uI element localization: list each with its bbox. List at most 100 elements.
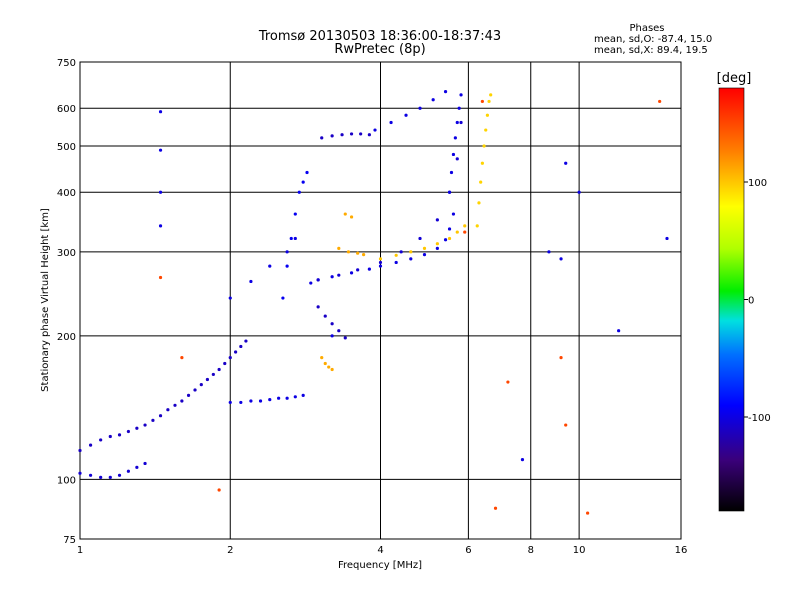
data-point xyxy=(362,252,366,257)
x-axis-label: Frequency [MHz] xyxy=(338,560,422,571)
data-point xyxy=(330,134,334,138)
data-point xyxy=(316,305,320,309)
data-point xyxy=(349,271,354,275)
data-point xyxy=(143,461,147,466)
scatter-points xyxy=(78,90,669,515)
data-point xyxy=(330,367,334,372)
y-tick-label: 750 xyxy=(57,58,76,69)
data-point xyxy=(378,260,383,265)
data-point xyxy=(485,113,490,117)
data-point xyxy=(117,433,122,437)
data-point xyxy=(658,99,662,104)
data-point xyxy=(394,253,398,257)
data-point xyxy=(158,275,163,280)
y-tick-label: 600 xyxy=(57,104,76,115)
data-point xyxy=(343,336,347,340)
colorbar-ticks: -100 0 100 xyxy=(744,178,771,424)
data-point xyxy=(301,180,305,184)
data-point xyxy=(239,344,243,349)
data-point xyxy=(564,423,568,427)
data-point xyxy=(277,396,281,400)
data-point xyxy=(285,396,289,400)
x-tick-label: 4 xyxy=(377,545,383,556)
data-point xyxy=(330,275,334,279)
data-point xyxy=(337,329,341,333)
data-point xyxy=(268,397,272,402)
data-point xyxy=(228,356,232,360)
data-point xyxy=(359,132,363,136)
data-point xyxy=(459,120,463,125)
colorbar xyxy=(718,87,745,512)
data-point xyxy=(268,264,272,268)
data-point xyxy=(193,388,197,392)
data-point xyxy=(301,393,305,398)
data-point xyxy=(367,267,371,271)
data-point xyxy=(443,238,448,242)
data-point xyxy=(320,356,324,360)
data-point xyxy=(180,356,184,360)
x-tick-label: 2 xyxy=(227,545,233,556)
y-tick-label: 300 xyxy=(57,248,76,259)
data-point xyxy=(559,356,563,360)
data-point xyxy=(88,473,93,477)
data-point xyxy=(223,361,227,366)
data-point xyxy=(99,475,103,479)
colorbar-tick-label: -100 xyxy=(748,413,771,424)
colorbar-tick-label: 100 xyxy=(748,178,767,189)
data-point xyxy=(249,279,253,284)
data-point xyxy=(373,128,377,132)
data-point xyxy=(475,224,479,228)
data-point xyxy=(378,257,383,261)
data-point xyxy=(88,443,93,447)
data-point xyxy=(409,250,413,254)
data-point xyxy=(173,403,177,407)
data-point xyxy=(135,465,139,469)
data-point xyxy=(367,133,371,137)
data-point xyxy=(108,475,112,479)
data-point xyxy=(211,372,215,377)
data-point xyxy=(479,180,483,184)
data-point xyxy=(487,99,491,104)
data-point xyxy=(577,190,581,194)
data-point xyxy=(564,161,568,165)
data-point xyxy=(459,93,463,97)
data-point xyxy=(117,473,122,477)
data-point xyxy=(158,110,163,114)
data-point xyxy=(166,408,170,412)
data-point xyxy=(378,264,383,268)
data-point xyxy=(258,399,263,403)
x-tick-label: 1 xyxy=(77,545,83,556)
x-tick-label: 8 xyxy=(528,545,534,556)
data-point xyxy=(234,350,238,354)
data-point xyxy=(451,152,456,157)
data-point xyxy=(349,215,354,219)
data-point xyxy=(281,296,285,300)
data-point xyxy=(158,190,163,194)
data-point xyxy=(337,273,341,277)
colorbar-label: [deg] xyxy=(717,71,752,86)
data-point xyxy=(665,236,669,241)
data-point xyxy=(293,212,297,216)
y-tick-label: 400 xyxy=(57,188,76,199)
data-point xyxy=(455,120,459,125)
data-point xyxy=(244,339,248,343)
data-point xyxy=(447,190,452,194)
data-point xyxy=(297,190,301,194)
data-point xyxy=(356,268,360,272)
data-point xyxy=(356,251,360,255)
data-point xyxy=(484,128,488,132)
data-point xyxy=(285,250,289,254)
data-point xyxy=(305,170,309,175)
data-point xyxy=(337,246,341,250)
chart-title: Tromsø 20130503 18:36:00-18:37:43 xyxy=(258,29,501,44)
data-point xyxy=(404,113,408,117)
data-point xyxy=(453,136,457,140)
data-point xyxy=(323,314,327,318)
data-point xyxy=(143,423,147,427)
data-point xyxy=(520,458,525,462)
data-point xyxy=(477,201,481,205)
data-point xyxy=(394,260,398,265)
data-point xyxy=(506,380,510,384)
data-point xyxy=(180,399,184,403)
